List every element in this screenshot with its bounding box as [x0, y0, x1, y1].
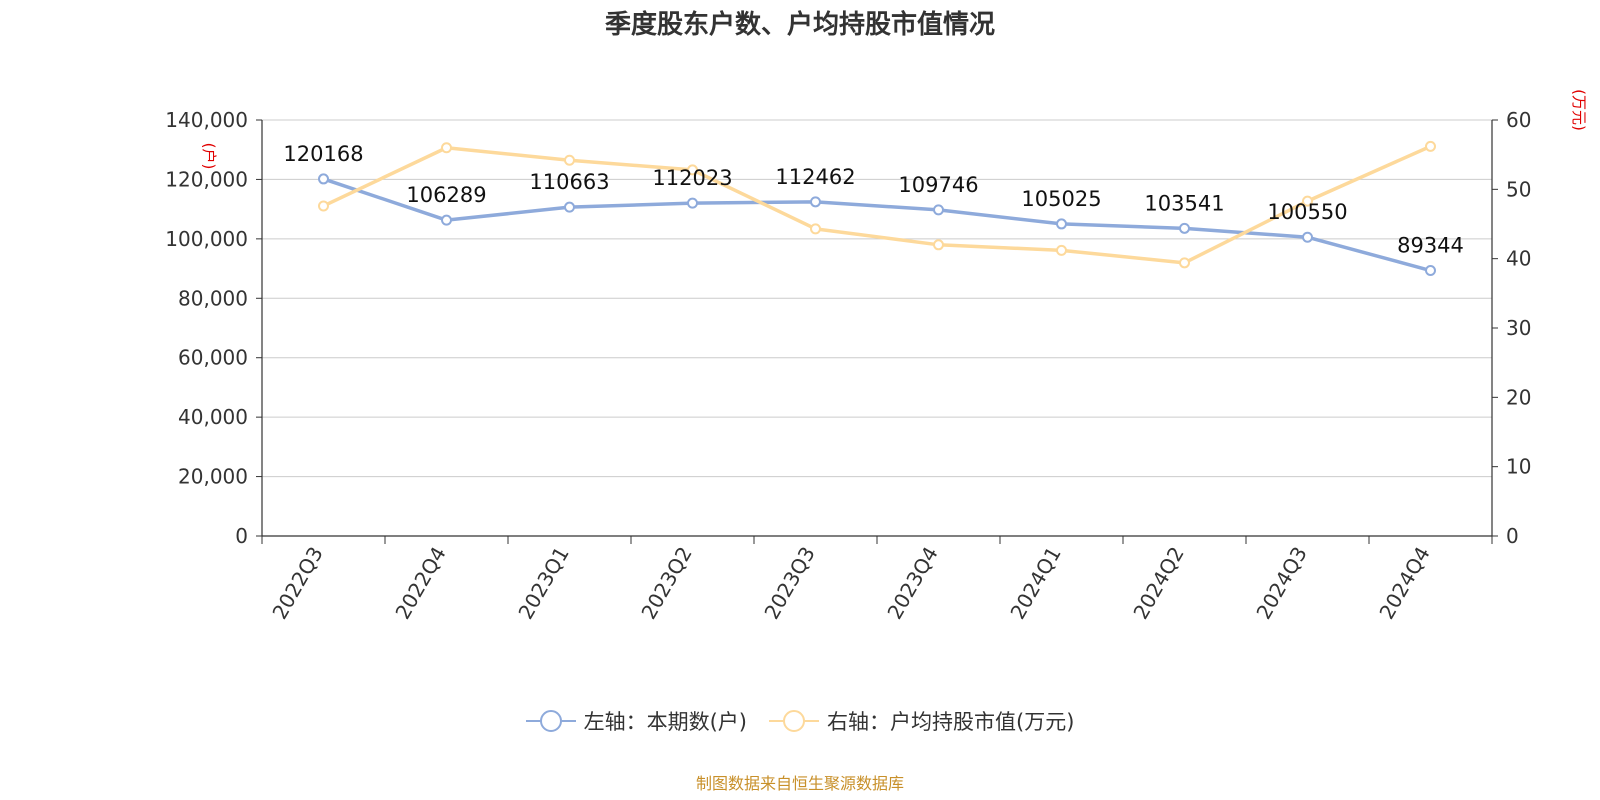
- series-0-point: [810, 196, 821, 208]
- series-0-point: [564, 201, 575, 213]
- left-axis-tick-label: 140,000: [165, 108, 248, 132]
- left-axis-tick-label: 60,000: [178, 346, 248, 370]
- right-axis-tick-label: 50: [1506, 177, 1531, 201]
- series-1-point: [1179, 257, 1190, 269]
- data-label: 100550: [1267, 200, 1347, 224]
- data-label: 120168: [283, 142, 363, 166]
- data-label: 103541: [1144, 191, 1224, 215]
- right-axis-tick-label: 10: [1506, 455, 1531, 479]
- left-axis-unit-label: (户): [200, 143, 218, 170]
- data-label: 89344: [1397, 234, 1464, 258]
- x-axis-tick-label: 2023Q2: [636, 543, 696, 624]
- series-0-point: [1425, 265, 1436, 277]
- data-label: 105025: [1021, 187, 1101, 211]
- series-line-0: [322, 177, 1431, 273]
- x-axis-tick-label: 2023Q3: [759, 543, 819, 624]
- right-axis-tick-label: 30: [1506, 316, 1531, 340]
- series-1-point: [441, 142, 452, 154]
- series-0-point: [318, 173, 329, 185]
- series-1-point: [1302, 195, 1313, 207]
- left-axis-tick-label: 100,000: [165, 227, 248, 251]
- left-axis-tick-label: 0: [235, 524, 248, 548]
- series-0-point: [1056, 218, 1067, 230]
- data-label: 106289: [406, 183, 486, 207]
- data-label: 109746: [898, 173, 978, 197]
- data-label: 112462: [775, 165, 855, 189]
- data-label: 110663: [529, 170, 609, 194]
- legend-label-left-series: 左轴：本期数(户): [583, 710, 747, 734]
- legend-item-right-series[interactable]: 右轴：户均持股市值(万元): [769, 706, 1074, 736]
- legend: 左轴：本期数(户) 右轴：户均持股市值(万元): [0, 706, 1600, 736]
- data-label: 112023: [652, 166, 732, 190]
- series-line-1: [322, 144, 1432, 265]
- x-axis-tick-label: 2024Q4: [1374, 543, 1434, 624]
- legend-item-left-series[interactable]: 左轴：本期数(户): [525, 706, 747, 736]
- series-layer: [318, 140, 1436, 277]
- left-axis-tick-label: 20,000: [178, 465, 248, 489]
- x-axis-tick-label: 2023Q1: [513, 543, 573, 624]
- x-axis-tick-label: 2023Q4: [882, 543, 942, 624]
- series-0-point: [441, 214, 452, 226]
- right-axis-tick-label: 0: [1506, 524, 1519, 548]
- x-axis-tick-label: 2024Q3: [1251, 543, 1311, 624]
- axes: 0 20,000 40,000 60,000 80,000 100,000 120,000 1…: [165, 89, 1588, 623]
- left-axis-tick-label: 120,000: [165, 167, 248, 191]
- x-axis-tick-label: 2022Q3: [267, 543, 327, 624]
- series-1-point: [1425, 140, 1436, 152]
- legend-marker-right-series: [769, 710, 819, 732]
- gridlines: [262, 119, 1492, 478]
- data-labels: 120168 106289 110663 112023 112462 109746 1050…: [283, 142, 1463, 258]
- source-note: 制图数据来自恒生聚源数据库: [695, 774, 904, 793]
- legend-label-right-series: 右轴：户均持股市值(万元): [827, 710, 1075, 734]
- series-1-point: [933, 239, 944, 251]
- right-axis-tick-label: 40: [1506, 247, 1531, 271]
- legend-marker-left-series: [525, 710, 576, 732]
- x-axis-tick-label: 2022Q4: [390, 543, 450, 624]
- chart-title: 季度股东户数、户均持股市值情况: [604, 10, 995, 40]
- series-0-point: [1179, 222, 1190, 234]
- series-0-point: [933, 204, 944, 216]
- right-axis-tick-label: 60: [1506, 108, 1531, 132]
- left-axis-tick-label: 80,000: [178, 286, 248, 310]
- right-axis-tick-label: 20: [1506, 385, 1531, 409]
- series-1-point: [687, 164, 698, 176]
- series-1-point: [1056, 244, 1067, 256]
- series-1-point: [810, 223, 821, 235]
- series-0-point: [1302, 231, 1313, 243]
- right-axis-unit-label: (万元): [1570, 89, 1588, 131]
- x-axis-tick-label: 2024Q1: [1005, 543, 1065, 624]
- left-axis-tick-label: 40,000: [178, 405, 248, 429]
- series-0-point: [687, 197, 698, 209]
- series-1-point: [564, 154, 575, 166]
- series-1-point: [318, 200, 329, 212]
- x-axis-tick-label: 2024Q2: [1128, 543, 1188, 624]
